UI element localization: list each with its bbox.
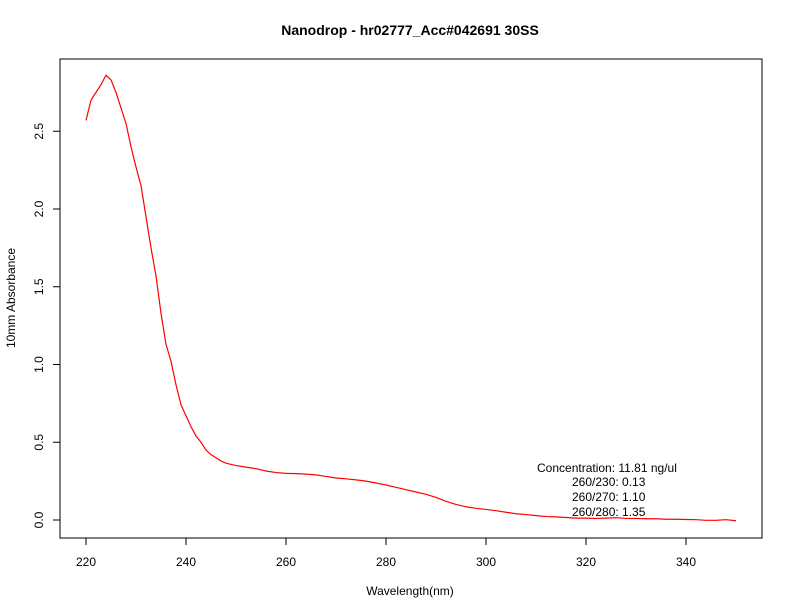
x-tick-label: 280 [376, 555, 396, 569]
ratio-260-230-annotation: 260/230: 0.13 [572, 475, 646, 489]
concentration-annotation: Concentration: 11.81 ng/ul [537, 461, 677, 475]
y-tick-label: 2.5 [32, 123, 46, 140]
x-tick-label: 220 [76, 555, 96, 569]
y-axis: 0.0 0.5 1.0 1.5 2.0 2.5 [32, 123, 61, 528]
absorbance-series-line [85, 74, 737, 522]
y-tick-label: 1.0 [32, 356, 46, 373]
y-tick-label: 1.5 [32, 278, 46, 295]
y-axis-label: 10mm Absorbance [4, 248, 18, 348]
x-tick-label: 340 [676, 555, 696, 569]
annotation-block: Concentration: 11.81 ng/ul 260/230: 0.13… [537, 461, 677, 519]
y-tick-label: 0.0 [32, 511, 46, 528]
y-tick-label: 0.5 [32, 434, 46, 451]
x-axis-label: Wavelength(nm) [366, 584, 454, 598]
ratio-260-280-annotation: 260/280: 1.35 [572, 505, 646, 519]
chart-title: Nanodrop - hr02777_Acc#042691 30SS [281, 22, 539, 38]
ratio-260-270-annotation: 260/270: 1.10 [572, 490, 646, 504]
x-tick-label: 240 [176, 555, 196, 569]
x-tick-label: 300 [476, 555, 496, 569]
x-tick-label: 260 [276, 555, 296, 569]
x-axis: 220 240 260 280 300 320 340 [76, 537, 696, 569]
y-tick-label: 2.0 [32, 200, 46, 217]
x-tick-label: 320 [576, 555, 596, 569]
